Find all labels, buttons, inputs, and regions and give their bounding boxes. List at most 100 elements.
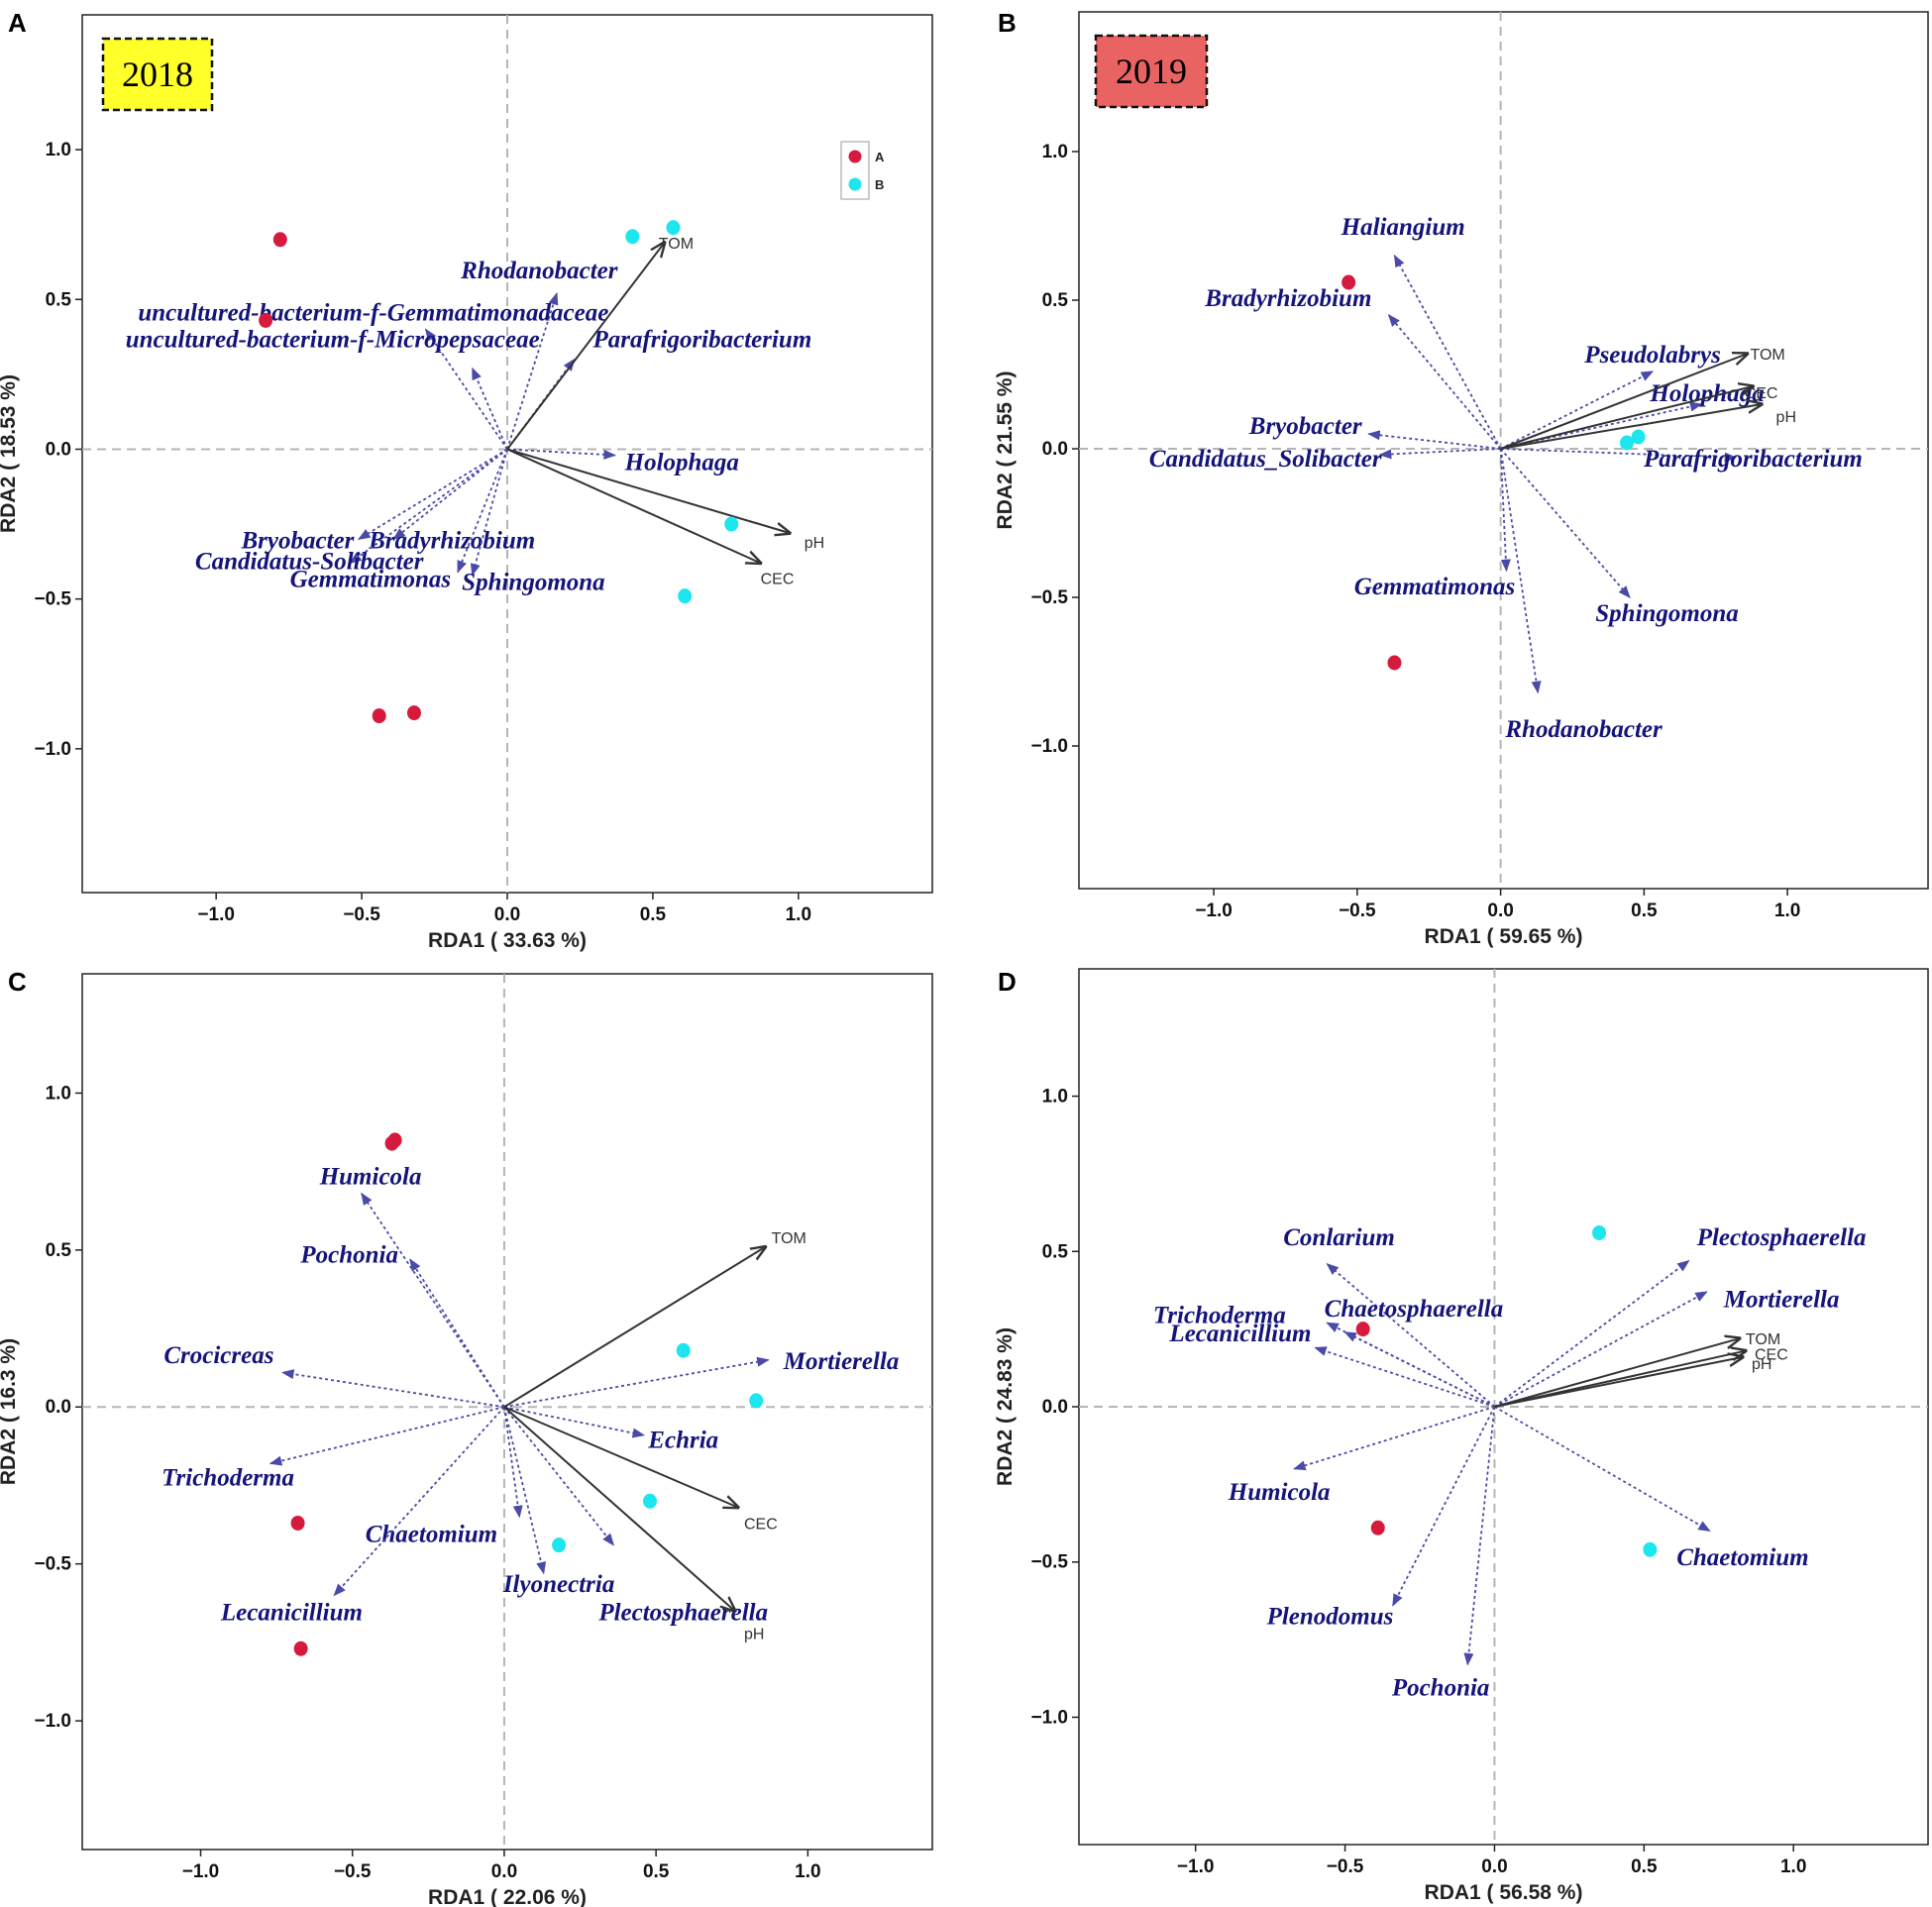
species-arrow	[1387, 314, 1502, 450]
year-label: 2018	[122, 54, 193, 94]
panel-letter: C	[8, 967, 27, 997]
species-arrow	[1367, 430, 1501, 450]
panel-letter: D	[998, 967, 1017, 997]
species-arrow	[409, 1258, 505, 1408]
x-tick-label: −1.0	[182, 1861, 220, 1882]
legend-label-a: A	[875, 150, 885, 164]
y-tick-label: −0.5	[1030, 587, 1068, 608]
species-label: Plectosphaerella	[597, 1600, 768, 1627]
species-arrow	[1494, 1291, 1708, 1408]
legend-label-b: B	[875, 177, 884, 192]
species-label: Crocicreas	[163, 1342, 273, 1369]
species-label: Pochonia	[1391, 1675, 1490, 1702]
y-tick-label: 0.0	[46, 439, 71, 460]
sample-point-b	[1619, 435, 1634, 451]
species-label: Trichoderma	[1153, 1302, 1286, 1328]
species-label: Mortierella	[783, 1348, 900, 1375]
y-axis-title: RDA2 ( 24.83 %)	[994, 1327, 1017, 1486]
y-axis-title: RDA2 ( 16.3 %)	[0, 1338, 20, 1485]
y-axis-title: RDA2 ( 21.55 %)	[994, 371, 1017, 530]
env-arrow	[1494, 1338, 1739, 1408]
year-label: 2019	[1116, 52, 1187, 91]
panel-b: −1.0 −0.5 0.0 0.5 1.0 1.0 0.5 0.0 −0.5 −1.0 RDA1 (…	[994, 8, 1929, 948]
species-label: Mortierella	[1723, 1287, 1840, 1314]
y-tick-label: 0.5	[1042, 1241, 1069, 1262]
species-arrow	[1343, 1330, 1495, 1408]
y-tick-label: −1.0	[1030, 1707, 1068, 1728]
x-tick-label: −0.5	[1327, 1856, 1364, 1877]
species-arrow	[503, 1407, 523, 1519]
sample-point-b	[676, 1342, 691, 1358]
x-tick-label: 1.0	[786, 904, 811, 925]
species-arrow	[268, 1406, 505, 1466]
sample-point-a	[290, 1515, 305, 1531]
x-axis-title: RDA1 ( 59.65 %)	[1425, 925, 1583, 948]
species-label: Plectosphaerella	[1696, 1224, 1867, 1251]
y-tick-label: 0.0	[1042, 1397, 1068, 1418]
species-arrow	[1493, 1259, 1690, 1408]
species-label: Trichoderma	[161, 1464, 294, 1491]
sample-point-a	[1342, 274, 1356, 290]
panel-letter: A	[8, 8, 27, 38]
legend-marker-a	[848, 150, 862, 163]
env-arrow	[503, 1406, 735, 1611]
species-label: uncultured-bacterium-f-Micropepsaceae	[126, 327, 540, 354]
species-label: Pochonia	[299, 1241, 398, 1268]
x-tick-label: 1.0	[1780, 1856, 1806, 1877]
species-arrow	[1326, 1262, 1496, 1408]
species-label: Sphingomona	[1595, 600, 1739, 627]
species-label: Conlarium	[1283, 1224, 1395, 1251]
species-arrow	[457, 449, 508, 574]
x-tick-label: 0.5	[1631, 1856, 1658, 1877]
env-arrow	[1494, 1357, 1742, 1408]
species-label: Chaetomium	[1676, 1544, 1808, 1571]
y-axis-title: RDA2 ( 18.53 %)	[0, 374, 20, 533]
species-arrow	[503, 1406, 615, 1546]
env-arrow	[506, 448, 790, 533]
x-tick-label: 0.5	[643, 1861, 670, 1882]
species-arrow	[1392, 1406, 1496, 1607]
species-label: Rhodanobacter	[1504, 716, 1663, 743]
sample-point-b	[1631, 429, 1646, 445]
panel-d: −1.0 −0.5 0.0 0.5 1.0 1.0 0.5 0.0 −0.5 −1.0 RDA1 (…	[994, 967, 1929, 1904]
species-label: Chaetomium	[366, 1521, 497, 1547]
species-label: Ilyonectria	[502, 1571, 615, 1598]
species-label: Bryobacter	[241, 527, 355, 554]
species-arrow	[358, 448, 508, 540]
env-arrow	[506, 448, 761, 563]
year-badge	[101, 37, 214, 112]
species-arrow	[470, 449, 508, 577]
x-tick-label: −1.0	[1195, 901, 1233, 921]
species-label: Candidatus_Solibacter	[1149, 446, 1382, 473]
legend-marker-b	[848, 177, 862, 191]
y-tick-label: 1.0	[46, 1083, 71, 1104]
species-label: Humicola	[319, 1163, 422, 1190]
y-tick-label: −1.0	[34, 739, 71, 760]
species-label: Humicola	[1228, 1479, 1331, 1506]
x-tick-label: −0.5	[343, 904, 380, 925]
env-arrow	[503, 1406, 738, 1507]
species-arrow	[392, 448, 508, 540]
sample-point-a	[387, 1132, 402, 1148]
env-label: TOM	[1746, 1331, 1780, 1348]
x-axis-title: RDA1 ( 22.06 %)	[428, 1886, 587, 1907]
env-label: CEC	[1755, 1347, 1788, 1364]
species-label: Lecanicillium	[1168, 1321, 1311, 1347]
species-arrow	[471, 367, 508, 450]
species-arrow	[1493, 1406, 1711, 1533]
species-label: Haliangium	[1341, 214, 1465, 241]
species-arrow	[349, 448, 508, 565]
sample-point-a	[1355, 1322, 1370, 1337]
y-tick-label: −1.0	[1030, 736, 1068, 757]
y-tick-label: 0.5	[46, 1240, 72, 1261]
x-tick-label: 0.5	[640, 904, 667, 925]
env-label: pH	[805, 535, 824, 552]
env-arrow	[1500, 404, 1762, 450]
panel-c: −1.0 −0.5 0.0 0.5 1.0 1.0 0.5 0.0 −0.5 −1.0 RDA1 (…	[0, 967, 933, 1907]
species-label: Chaetosphaerella	[1325, 1296, 1504, 1323]
y-tick-label: 1.0	[1042, 142, 1068, 162]
species-label: Rhodanobacter	[460, 258, 618, 284]
sample-point-a	[1370, 1520, 1385, 1536]
species-label: Plenodomus	[1266, 1603, 1394, 1630]
sample-point-a	[406, 705, 421, 721]
